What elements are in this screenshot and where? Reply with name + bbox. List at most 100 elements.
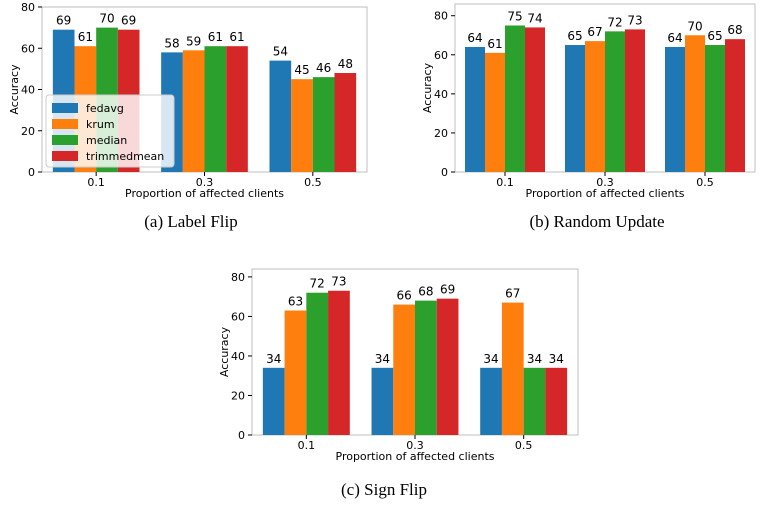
y-tick-label: 80: [21, 1, 35, 14]
legend-label: trimmedmean: [86, 150, 164, 163]
chart-panel-sign-flip: 0 20 40 60 80 34 63 72 73 0.1 34 66 68 69 0.3 34 67 34 34 0…: [200, 260, 600, 506]
bar-value-label: 65: [567, 29, 582, 43]
bar-value-label: 64: [467, 31, 482, 45]
chart-caption: (a) Label Flip: [144, 212, 238, 231]
bar-chart: 0 20 40 60 80 34 63 72 73 0.1 34 66 68 69 0.3 34 67 34 34 0…: [218, 268, 579, 463]
y-tick-label: 20: [231, 389, 245, 402]
bar-value-label: 34: [483, 352, 498, 366]
bar-value-label: 73: [627, 13, 642, 27]
bar-value-label: 67: [505, 287, 520, 301]
bar-value-label: 68: [418, 285, 433, 299]
y-tick-label: 80: [434, 10, 448, 23]
bar-chart: 0 20 40 60 80 64 61 75 74 0.1 65 67 72 73 0.3 64 70 65 68 0…: [421, 3, 756, 200]
chart-panel-random-update: 0 20 40 60 80 64 61 75 74 0.1 65 67 72 73 0.3 64 70 65 68 0…: [383, 0, 767, 240]
y-tick-label: 80: [231, 271, 245, 284]
y-axis-label: Accuracy: [421, 62, 434, 113]
bar-median: [306, 292, 329, 435]
bar-trimmedmean: [334, 73, 357, 172]
bar-krum: [393, 304, 415, 435]
x-tick-label: 0.3: [406, 439, 424, 452]
bar-value-label: 48: [338, 57, 353, 71]
bar-value-label: 69: [440, 283, 455, 297]
bar-value-label: 61: [78, 30, 93, 44]
y-tick-label: 40: [21, 84, 35, 97]
x-axis-label: Proportion of affected clients: [336, 450, 495, 463]
bar-krum: [685, 35, 705, 172]
bar-value-label: 70: [99, 12, 114, 26]
bar-value-label: 67: [587, 25, 602, 39]
x-tick-label: 0.3: [196, 176, 214, 189]
bar-fedavg: [565, 45, 585, 172]
y-tick-label: 0: [238, 429, 245, 442]
bar-trimmedmean: [525, 27, 545, 172]
bar-krum: [182, 50, 205, 172]
y-tick-label: 0: [441, 166, 448, 179]
bar-fedavg: [465, 46, 485, 172]
bar-value-label: 72: [310, 277, 325, 291]
bar-value-label: 66: [396, 289, 411, 303]
bar-value-label: 70: [687, 19, 702, 33]
x-axis-label: Proportion of affected clients: [125, 187, 284, 200]
bar-fedavg: [269, 60, 292, 172]
bar-fedavg: [480, 367, 502, 435]
bar-value-label: 72: [607, 15, 622, 29]
bar-krum: [485, 52, 505, 173]
bar-trimmedmean: [226, 46, 248, 172]
bar-value-label: 65: [707, 29, 722, 43]
bar-value-label: 63: [288, 295, 303, 309]
bar-value-label: 69: [56, 14, 71, 28]
bar-median: [415, 300, 437, 435]
bar-krum: [585, 41, 605, 173]
bar-median: [505, 25, 525, 172]
bar-fedavg: [665, 46, 685, 172]
bar-value-label: 74: [527, 11, 542, 25]
bar-value-label: 34: [549, 352, 564, 366]
chart-panel-label-flip: 0 20 40 60 80 69 61 70 69 0.1 58 59 61 61 0.3 54 45 46 48 0…: [0, 0, 383, 240]
bar-fedavg: [262, 367, 285, 435]
y-tick-label: 0: [28, 166, 35, 179]
y-tick-label: 40: [231, 350, 245, 363]
x-tick-label: 0.5: [304, 176, 322, 189]
legend-swatch-median: [52, 135, 78, 145]
bar-value-label: 61: [208, 30, 223, 44]
bar-value-label: 46: [316, 61, 331, 75]
bar-chart: 0 20 40 60 80 69 61 70 69 0.1 58 59 61 61 0.3 54 45 46 48 0…: [8, 1, 368, 200]
bar-value-label: 34: [266, 352, 281, 366]
bar-value-label: 61: [229, 30, 244, 44]
bar-trimmedmean: [436, 298, 459, 435]
x-axis-label: Proportion of affected clients: [526, 187, 685, 200]
bar-median: [523, 367, 546, 435]
bar-median: [312, 77, 335, 172]
bar-krum: [284, 310, 307, 435]
bar-trimmedmean: [725, 39, 745, 172]
bar-value-label: 34: [527, 352, 542, 366]
bar-trimmedmean: [625, 29, 645, 172]
y-tick-label: 20: [434, 127, 448, 140]
y-tick-label: 60: [231, 310, 245, 323]
bar-krum: [291, 79, 313, 172]
bar-value-label: 75: [507, 9, 522, 23]
bar-median: [204, 46, 227, 172]
legend-swatch-fedavg: [52, 103, 78, 113]
y-axis-label: Accuracy: [8, 64, 21, 115]
x-tick-label: 0.5: [515, 439, 533, 452]
bar-value-label: 69: [121, 14, 136, 28]
y-tick-label: 60: [434, 49, 448, 62]
bar-trimmedmean: [545, 367, 568, 435]
bar-value-label: 61: [487, 37, 502, 51]
y-tick-label: 60: [21, 42, 35, 55]
bar-value-label: 45: [294, 63, 309, 77]
legend-label: krum: [86, 118, 115, 131]
bar-value-label: 64: [667, 31, 682, 45]
y-tick-label: 20: [21, 125, 35, 138]
bar-value-label: 73: [331, 275, 346, 289]
x-tick-label: 0.1: [87, 176, 105, 189]
bar-fedavg: [371, 367, 394, 435]
bar-value-label: 59: [186, 34, 201, 48]
x-tick-label: 0.5: [696, 176, 714, 189]
bar-value-label: 68: [727, 23, 742, 37]
bar-value-label: 54: [273, 45, 288, 59]
chart-caption: (b) Random Update: [529, 212, 665, 231]
bar-value-label: 34: [375, 352, 390, 366]
bar-median: [705, 45, 725, 172]
